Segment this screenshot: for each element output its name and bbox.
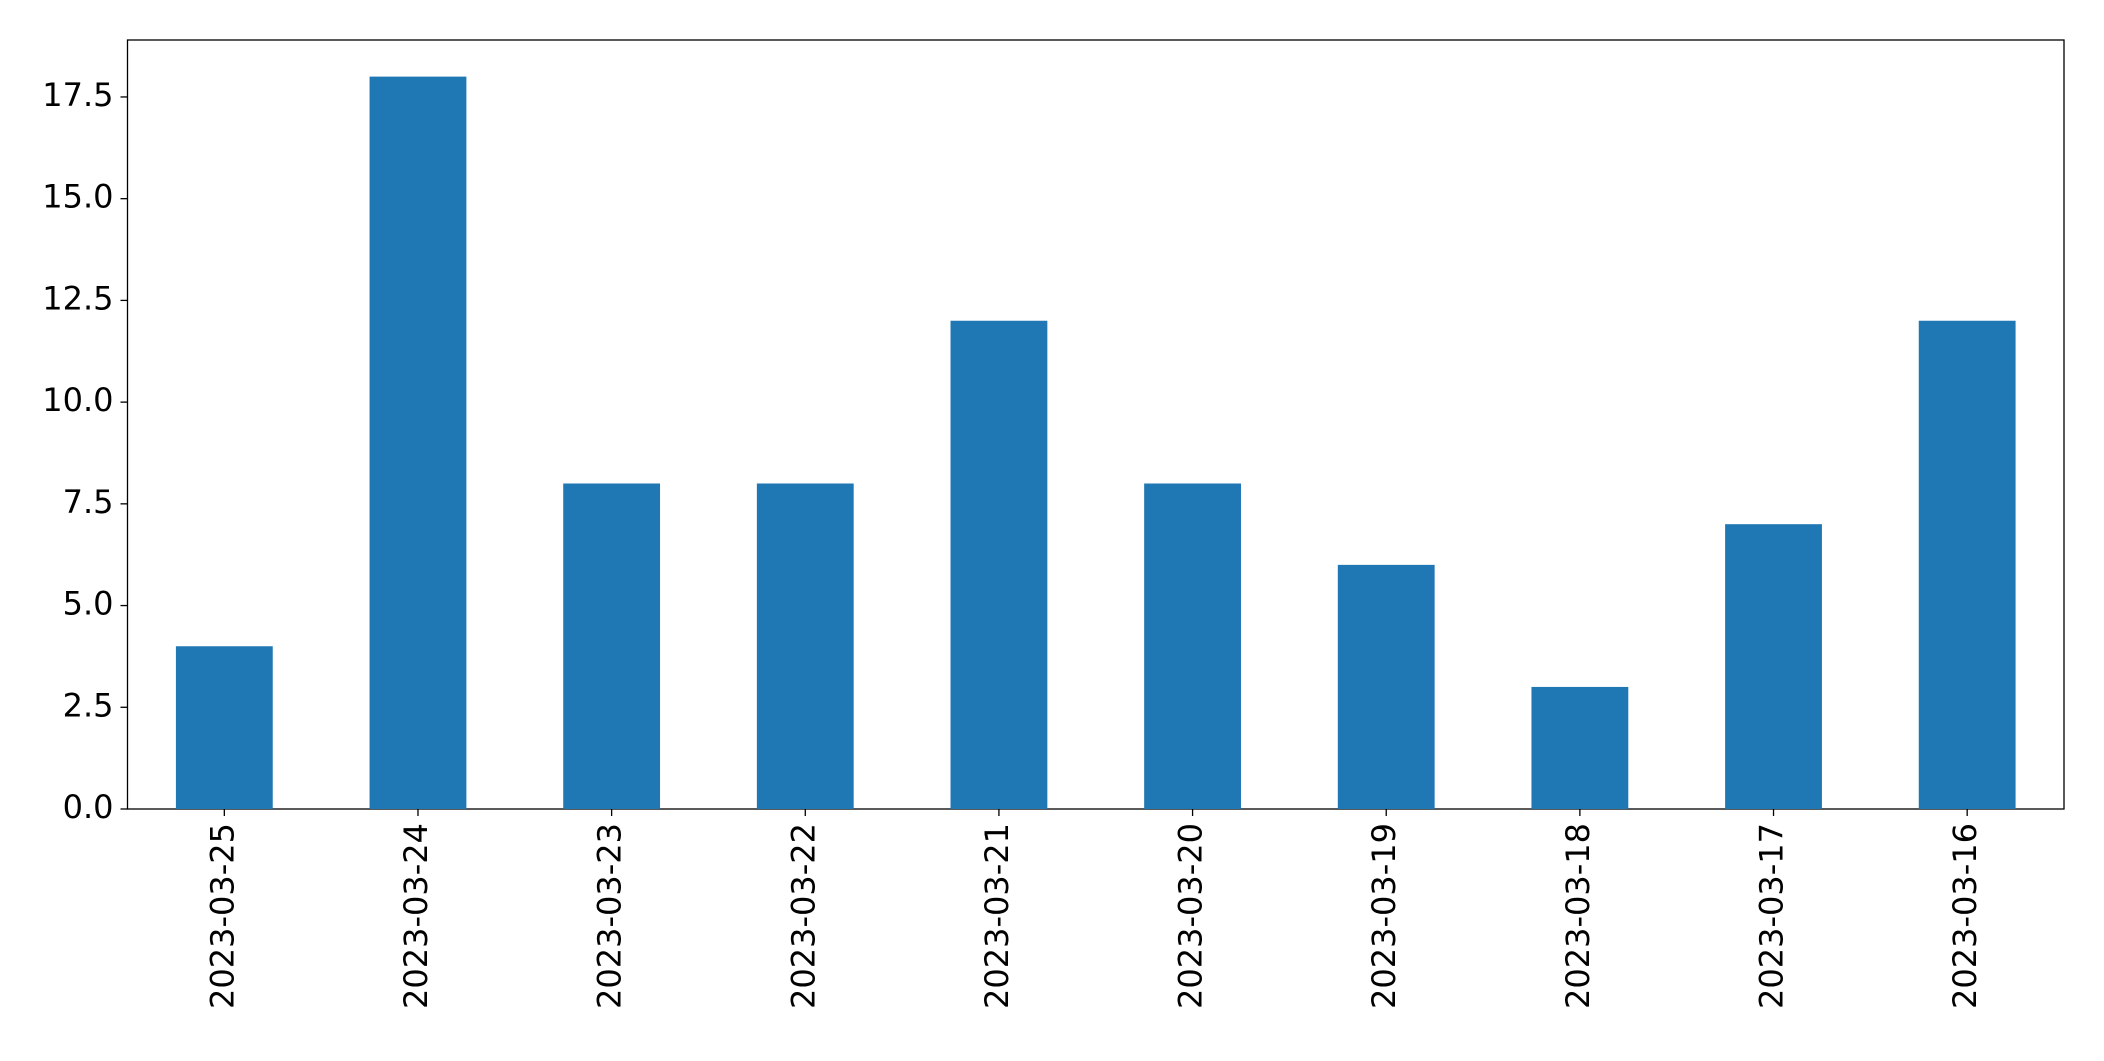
y-tick-label: 2.5 <box>63 686 114 724</box>
bar <box>1144 483 1241 809</box>
bar <box>369 76 467 810</box>
bar <box>175 646 273 809</box>
bar <box>1918 320 2016 809</box>
y-tick-label: 17.5 <box>42 76 113 114</box>
bar <box>1725 524 1822 809</box>
bar <box>950 320 1048 809</box>
plot-frame <box>126 39 2065 810</box>
x-tick-label: 2023-03-25 <box>203 823 241 1009</box>
x-tick-label: 2023-03-21 <box>978 823 1016 1009</box>
y-tick-label: 5.0 <box>63 585 114 623</box>
x-tick-label: 2023-03-17 <box>1753 823 1791 1009</box>
x-tick-label: 2023-03-20 <box>1172 823 1210 1009</box>
x-tick-label: 2023-03-19 <box>1365 823 1403 1009</box>
x-tick-label: 2023-03-22 <box>784 823 822 1009</box>
y-tick-label: 15.0 <box>42 178 113 216</box>
x-tick-label: 2023-03-23 <box>591 823 629 1009</box>
y-tick-label: 10.0 <box>42 381 113 419</box>
x-tick-label: 2023-03-18 <box>1559 823 1597 1009</box>
y-tick-label: 12.5 <box>42 279 113 317</box>
y-tick-label: 7.5 <box>63 483 114 521</box>
x-tick-label: 2023-03-24 <box>397 823 435 1009</box>
bar <box>1531 686 1629 809</box>
bar <box>563 483 661 809</box>
bar <box>1337 564 1435 809</box>
bar <box>756 483 854 809</box>
x-tick-label: 2023-03-16 <box>1946 823 1984 1009</box>
y-tick-label: 0.0 <box>63 788 114 826</box>
